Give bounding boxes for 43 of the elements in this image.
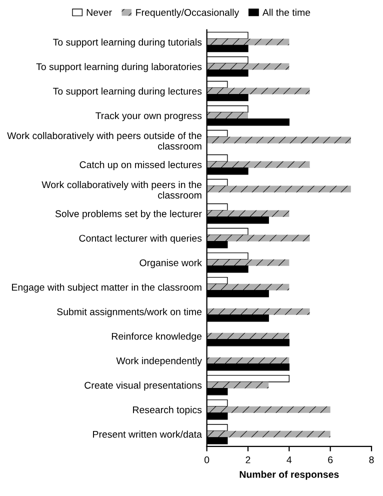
- y-tick-label: Engage with subject matter in the classroom: [12, 284, 202, 293]
- x-tick-label: 8: [369, 456, 374, 464]
- bar: [206, 210, 290, 217]
- y-tick-label: To support learning during tutorials: [53, 38, 202, 48]
- legend-label: Never: [86, 9, 112, 16]
- legend-label: Frequently/Occasionally: [136, 8, 240, 18]
- y-tick-label: Present written work/data: [93, 430, 202, 438]
- x-tick-label: 4: [286, 456, 292, 464]
- bar: [206, 136, 351, 144]
- bar: [206, 112, 248, 119]
- bar: [206, 259, 290, 266]
- y-tick-label: Organise work: [140, 259, 202, 268]
- y-tick-label: To support learning during lectures: [53, 88, 202, 97]
- bar: [206, 63, 290, 70]
- x-tick-label: 2: [246, 456, 250, 464]
- bar: [206, 88, 310, 94]
- bar: [206, 382, 269, 388]
- legend-label: All the time: [262, 8, 310, 16]
- y-tick-label: Research topics: [133, 406, 202, 416]
- bar: [206, 186, 351, 192]
- y-tick-label: Create visual presentations: [84, 382, 202, 391]
- y-tick-label: Contact lecturer with queries: [79, 234, 202, 244]
- bar: [206, 430, 330, 438]
- bar: [206, 332, 290, 340]
- bar: [206, 406, 330, 413]
- y-tick-label: Work collaboratively with peers in the classroom: [42, 181, 202, 199]
- bar: [206, 308, 310, 315]
- y-tick-label: Work independently: [116, 357, 202, 366]
- bar: [206, 234, 310, 242]
- x-tick-label: 6: [328, 456, 333, 464]
- y-tick-label: To support learning during laboratories: [36, 63, 202, 72]
- y-tick-label: Work collaboratively with peers outside of the classroom: [7, 132, 202, 150]
- bar: [206, 38, 290, 46]
- bar: [206, 161, 310, 168]
- bar: [206, 284, 290, 290]
- y-tick-label: Reinforce knowledge: [112, 332, 202, 342]
- y-tick-label: Track your own progress: [96, 112, 202, 122]
- bar: [206, 357, 290, 364]
- y-tick-label: Catch up on missed lectures: [80, 161, 202, 170]
- x-axis-title: Number of responses: [240, 470, 339, 480]
- x-tick-label: 0: [204, 456, 210, 464]
- y-tick-label: Submit assignments/work on time: [57, 308, 202, 318]
- y-tick-label: Solve problems set by the lecturer: [55, 210, 202, 220]
